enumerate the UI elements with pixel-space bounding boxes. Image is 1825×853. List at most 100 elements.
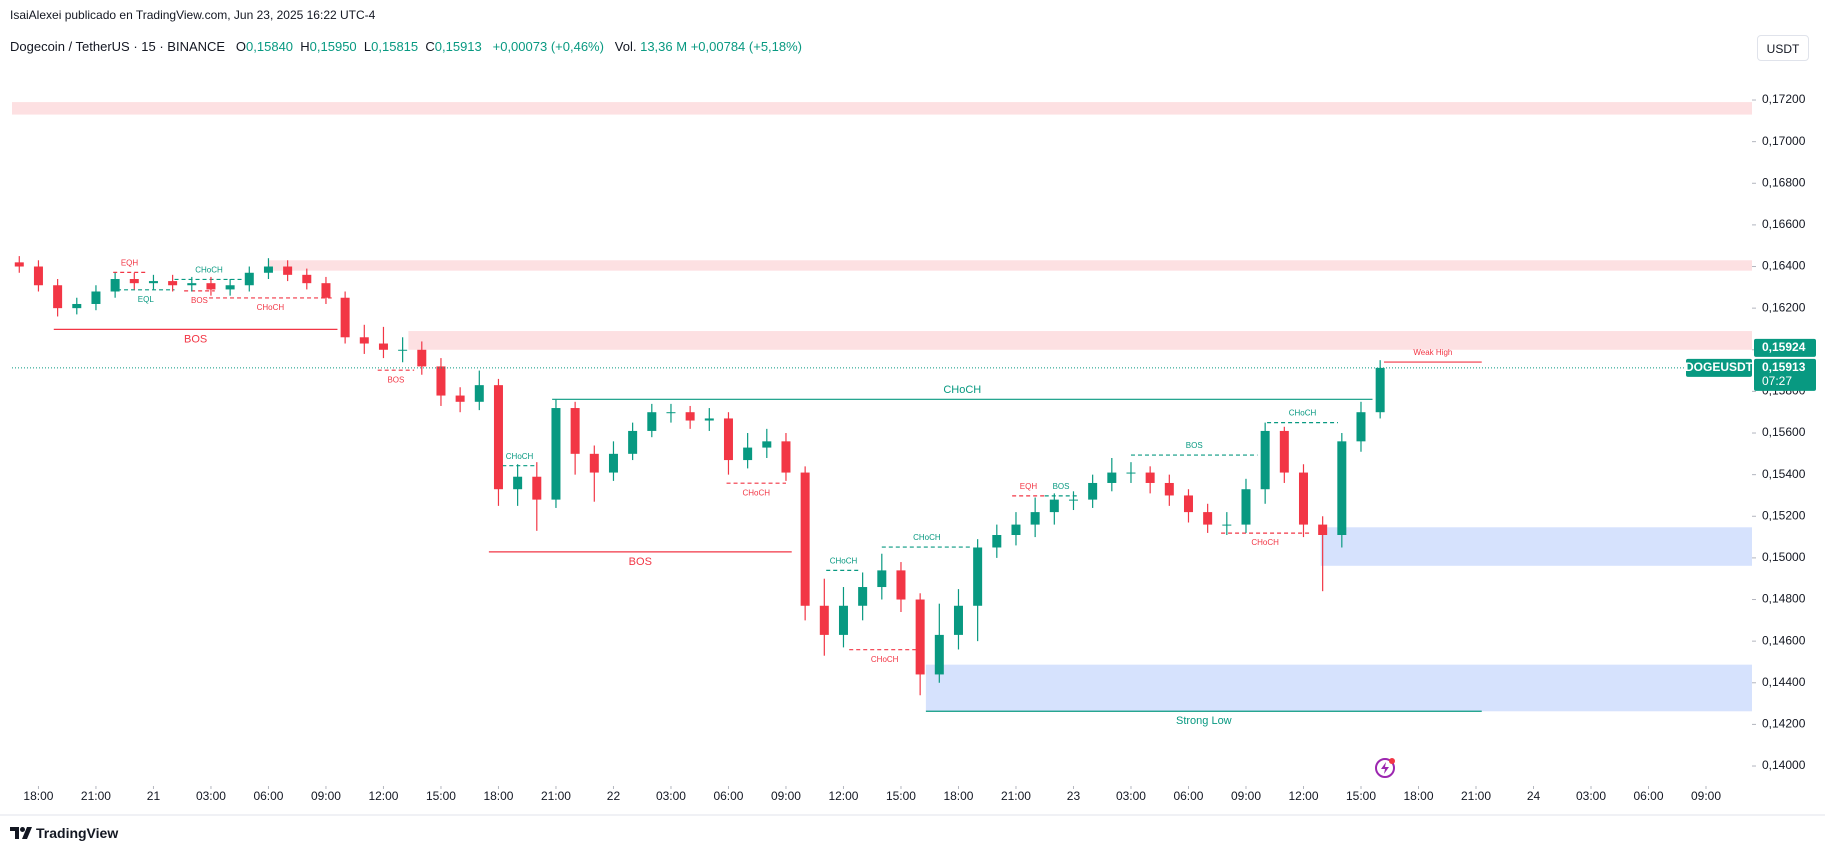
candle-body — [915, 599, 925, 675]
ohlc: O0,15840 H0,15950 L0,15815 C0,15913 — [236, 39, 489, 54]
candle-body — [934, 634, 944, 675]
x-tick-label: 09:00 — [771, 789, 801, 803]
zone — [925, 664, 1752, 712]
candle-body — [723, 418, 733, 461]
structure-label: BOS — [184, 333, 207, 345]
candle-body — [129, 279, 139, 284]
candle-body — [551, 408, 561, 500]
y-tick-label: 0,16400 — [1762, 259, 1806, 273]
candle-body — [1318, 524, 1328, 535]
candle-body — [513, 476, 523, 490]
zone — [268, 260, 1752, 271]
candle-body — [800, 472, 810, 606]
candle-body — [1298, 472, 1308, 525]
candle-body — [359, 337, 369, 344]
x-tick-label: 15:00 — [1346, 789, 1376, 803]
ohlc-key: L — [363, 39, 372, 54]
x-tick-label: 06:00 — [1173, 789, 1203, 803]
ohlc-value: 0,15815 — [371, 39, 419, 54]
structure-label: CHoCH — [913, 533, 941, 542]
structure-label: BOS — [387, 375, 404, 384]
y-tick-label: 0,14200 — [1762, 717, 1806, 731]
candle-body — [53, 285, 63, 309]
candle-body — [302, 274, 312, 284]
candle-body — [91, 291, 101, 304]
x-tick-label: 12:00 — [828, 789, 858, 803]
candle-body — [532, 476, 542, 500]
x-tick-label: 09:00 — [311, 789, 341, 803]
x-tick-label: 09:00 — [1691, 789, 1721, 803]
y-tick-label: 0,16600 — [1762, 217, 1806, 231]
candle-body — [1145, 472, 1155, 483]
candle-body — [148, 281, 158, 284]
zones — [12, 102, 1752, 712]
candle-body — [1164, 482, 1174, 496]
zone — [1320, 527, 1752, 566]
symbol[interactable]: Dogecoin / TetherUS · 15 · BINANCE — [10, 39, 226, 54]
candle-body — [417, 349, 427, 367]
candle-body — [1260, 430, 1270, 490]
candle-body — [647, 412, 657, 431]
candle-body — [283, 266, 293, 275]
logo-part — [20, 827, 25, 832]
volume: 13,36 M — [640, 39, 688, 54]
y-tick-label: 0,14400 — [1762, 675, 1806, 689]
x-tick-label: 12:00 — [368, 789, 398, 803]
x-tick-label: 03:00 — [656, 789, 686, 803]
symbol-tag: DOGEUSDT — [1685, 360, 1754, 374]
ohlc-value: 0,15840 — [246, 39, 294, 54]
currency-button[interactable]: USDT — [1757, 35, 1809, 61]
candle-body — [1279, 430, 1289, 473]
candle-body — [1011, 524, 1021, 535]
candle-body — [455, 395, 465, 402]
structure-label: CHoCH — [1251, 538, 1279, 547]
brand[interactable]: TradingView — [36, 825, 119, 841]
candle-body — [570, 408, 580, 454]
candle-body — [666, 412, 676, 414]
icon-ring — [1375, 758, 1395, 778]
candle-body — [14, 262, 24, 267]
structure-label: CHoCH — [506, 452, 534, 461]
x-tick-label: 03:00 — [196, 789, 226, 803]
candle-body — [1356, 412, 1366, 442]
y-tick-label: 0,17000 — [1762, 134, 1806, 148]
x-tick-label: 21:00 — [541, 789, 571, 803]
candle-body — [704, 418, 714, 421]
x-tick-label: 15:00 — [886, 789, 916, 803]
candle-body — [474, 385, 484, 402]
x-tick-label: 21:00 — [1001, 789, 1031, 803]
structure-label: EQH — [121, 258, 139, 267]
candle-body — [1068, 499, 1078, 501]
structure-label: CHoCH — [257, 303, 285, 312]
candle-body — [493, 385, 503, 490]
candle-body — [398, 349, 408, 351]
candle-body — [1183, 495, 1193, 513]
x-tick-label: 12:00 — [1288, 789, 1318, 803]
structure-label: Weak High — [1413, 348, 1452, 357]
ohlc-value: 0,15950 — [309, 39, 357, 54]
ohlc-key: H — [300, 39, 310, 54]
candle-body — [608, 453, 618, 473]
axes: 0,14000 0,14200 0,14400 0,14600 0,14800 0,150… — [23, 92, 1805, 803]
candles — [14, 256, 1385, 696]
candle-body — [225, 285, 235, 290]
candle-body — [378, 343, 388, 350]
candle-body — [1222, 524, 1232, 526]
y-tick-label: 0,16200 — [1762, 300, 1806, 314]
candle-body — [781, 441, 791, 473]
x-tick-label: 18:00 — [23, 789, 53, 803]
candle-body — [762, 441, 772, 448]
candle-body — [1203, 512, 1213, 525]
candle-body — [1126, 472, 1136, 474]
candle-body — [1241, 489, 1251, 525]
candle-body — [685, 412, 695, 421]
structure-label: BOS — [191, 296, 208, 305]
ohlc-key: C — [425, 39, 435, 54]
candle-body — [743, 447, 753, 461]
candle-body — [992, 535, 1002, 548]
x-tick-label: 09:00 — [1231, 789, 1261, 803]
footer: TradingView — [10, 825, 118, 841]
candle-body — [838, 605, 848, 635]
lightning-icon[interactable] — [1375, 758, 1395, 778]
